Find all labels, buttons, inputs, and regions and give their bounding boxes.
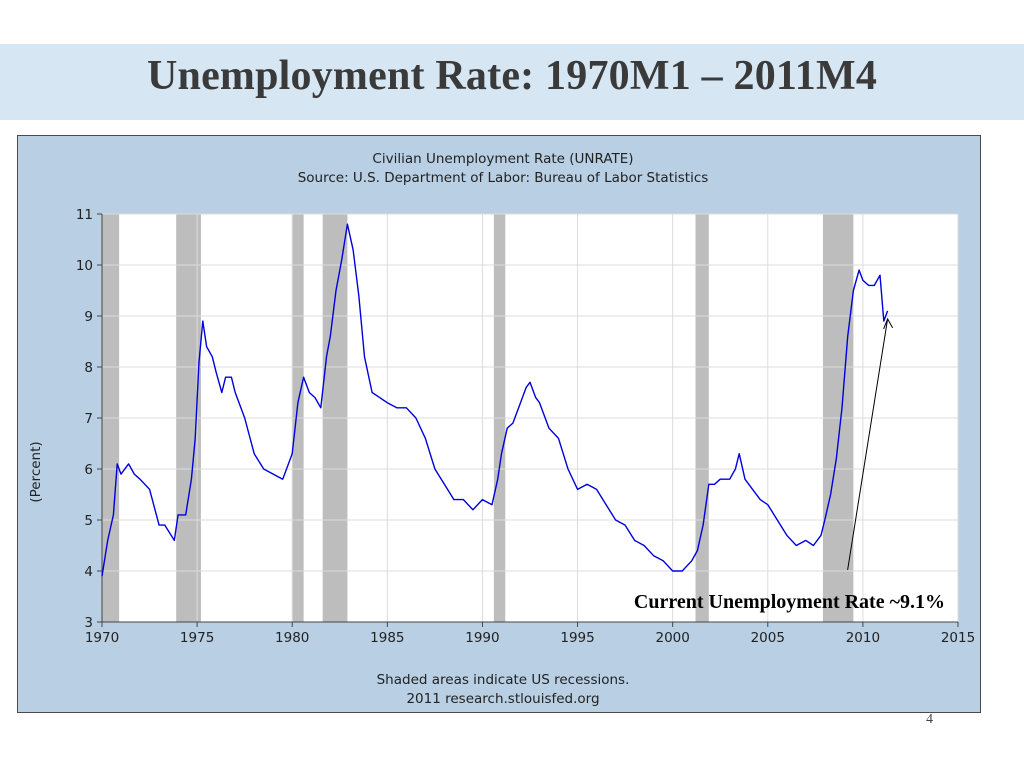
y-axis-label: (Percent) (28, 441, 44, 502)
x-tick-label-1995: 1995 (560, 630, 594, 646)
series-line-unrate (101, 223, 889, 577)
x-tick-label-2005: 2005 (751, 630, 785, 646)
chart-title: Civilian Unemployment Rate (UNRATE) (372, 151, 633, 167)
y-tick-label-10: 10 (76, 258, 93, 274)
annotation-current-rate: Current Unemployment Rate ~9.1% (634, 591, 945, 613)
slide-title: Unemployment Rate: 1970M1 – 2011M4 (146, 53, 878, 99)
page-number: 4 (926, 712, 933, 727)
x-tick-label-2010: 2010 (846, 630, 880, 646)
x-tick-label-1975: 1975 (180, 630, 214, 646)
annotation-arrow-line (847, 318, 889, 570)
x-tick-label-1980: 1980 (275, 630, 309, 646)
unemployment-line-chart: Civilian Unemployment Rate (UNRATE) Sour… (28, 151, 975, 707)
chart-subtitle: Source: U.S. Department of Labor: Bureau… (298, 170, 709, 186)
x-tick-label-2015: 2015 (941, 630, 975, 646)
y-tick-label-3: 3 (84, 615, 93, 631)
y-tick-label-7: 7 (84, 411, 93, 427)
x-tick-label-1970: 1970 (85, 630, 119, 646)
y-tick-label-6: 6 (84, 462, 93, 478)
x-tick-label-1985: 1985 (370, 630, 404, 646)
chart-frame: Civilian Unemployment Rate (UNRATE) Sour… (17, 135, 981, 713)
annotation-arrowhead (883, 317, 894, 330)
chart-footer-source: 2011 research.stlouisfed.org (406, 691, 599, 707)
y-tick-label-9: 9 (84, 309, 93, 325)
x-tick-label-1990: 1990 (465, 630, 499, 646)
title-band (0, 44, 1024, 120)
x-tick-label-2000: 2000 (655, 630, 689, 646)
y-tick-label-8: 8 (84, 360, 93, 376)
chart-footer-recessions: Shaded areas indicate US recessions. (377, 672, 630, 688)
y-tick-label-5: 5 (84, 513, 93, 529)
y-tick-label-4: 4 (84, 564, 93, 580)
plot-area: 3 4 5 6 7 8 9 10 11 1970 1975 1980 1985 1990 1995 2000 2… (76, 207, 975, 646)
y-tick-label-11: 11 (76, 207, 93, 223)
